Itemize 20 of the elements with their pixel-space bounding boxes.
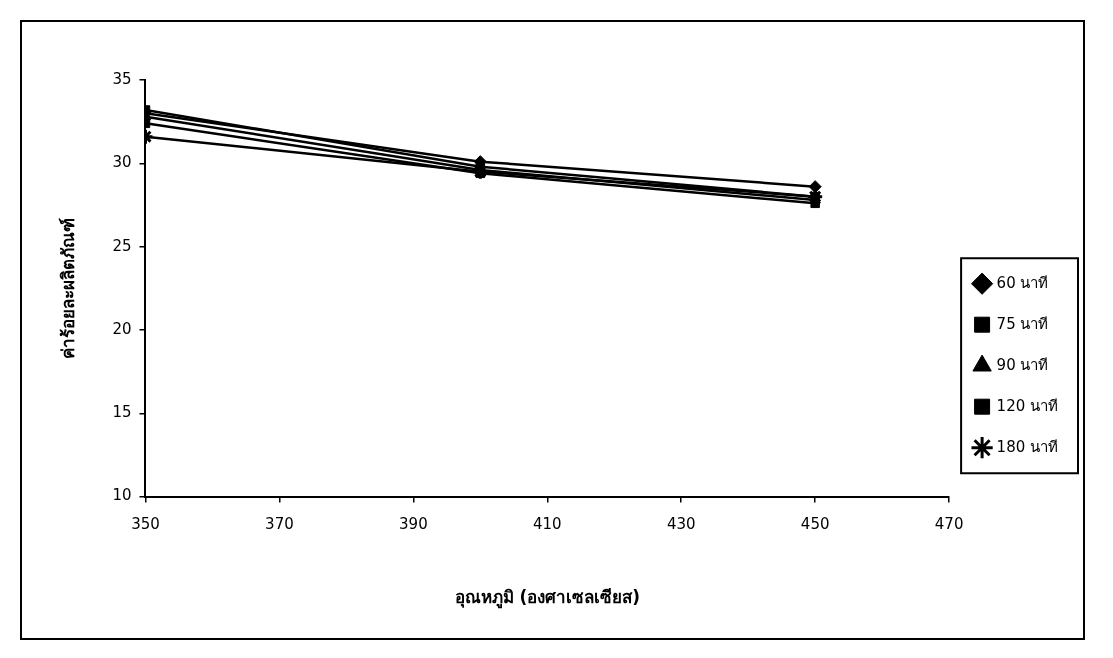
legend-label: 60 นาที [996,273,1049,292]
y-tick-label: 15 [112,403,132,422]
x-tick-label: 410 [532,515,562,534]
legend-label: 90 นาที [996,355,1049,374]
legend-label: 180 นาที [996,437,1059,456]
x-tick-label: 370 [265,515,294,534]
legend-label: 120 นาที [996,396,1059,415]
y-tick-label: 35 [112,69,132,88]
y-tick-label: 25 [112,236,132,255]
x-tick-label: 390 [399,515,428,534]
y-tick-label: 10 [112,486,132,505]
legend-label: 75 นาที [996,314,1049,333]
x-tick-label: 430 [666,515,696,534]
y-tick-label: 20 [112,319,132,338]
x-tick-label: 450 [800,515,830,534]
x-axis-title: อุณหภูมิ (องศาเซลเซียส) [454,587,641,610]
x-tick-label: 470 [934,515,964,534]
y-tick-label: 30 [112,153,132,172]
y-axis-title: ค่าร้อยละผลิตภัณฑ์ [57,217,78,359]
x-tick-label: 350 [131,515,160,534]
